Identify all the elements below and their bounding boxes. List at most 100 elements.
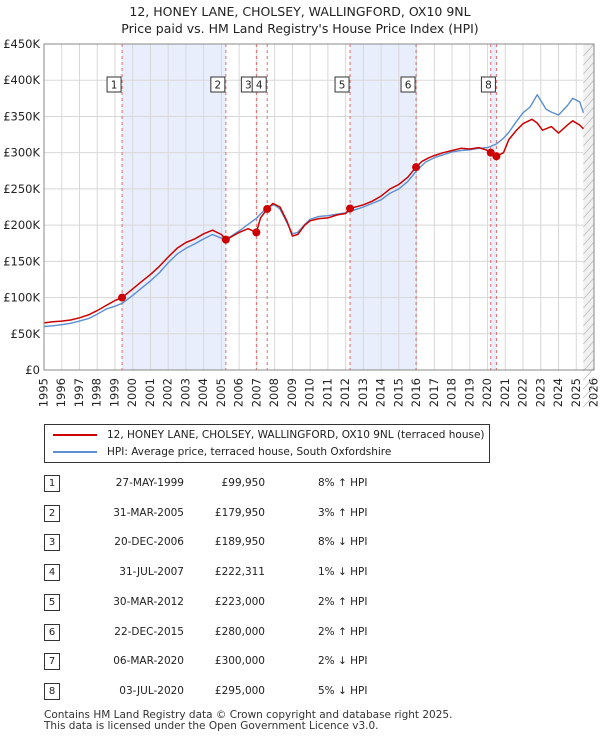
hatch-line [583,115,595,129]
transaction-hpi-diff: 2% ↑ HPI [318,595,368,608]
transaction-date: 22-DEC-2015 [114,625,184,638]
y-tick-label: £250K [3,182,40,196]
x-tick-label: 1998 [90,378,104,407]
y-tick-label: £200K [3,218,40,232]
hatch-line [583,268,595,282]
y-tick-label: £50K [11,327,41,341]
hatch-line [583,241,595,255]
transaction-price: £223,000 [214,595,265,608]
x-tick-label: 1996 [54,378,68,407]
sale-point-4 [263,204,272,213]
transaction-price: £280,000 [214,625,265,638]
marker-number: 1 [111,80,118,92]
hatch-line [583,349,595,363]
x-tick-label: 1997 [72,378,86,407]
sale-point-8 [492,152,501,161]
y-tick-label: £450K [3,37,40,51]
hatch-line [583,43,595,57]
transaction-hpi-diff: 1% ↓ HPI [318,566,368,579]
marker-number: 5 [339,80,346,92]
footer-copyright: Contains HM Land Registry data © Crown c… [44,709,453,721]
marker-box [106,76,122,93]
x-tick-label: 2013 [356,378,370,407]
plot-border [43,43,595,371]
marker-number: 6 [405,80,412,92]
marker-box [400,76,416,93]
marker-box [480,76,496,93]
marker-box [334,76,350,93]
hatch-line [583,250,595,264]
hatch-line [583,322,595,336]
hatch-line [583,277,595,291]
hatch-line [583,178,595,192]
x-tick-label: 2011 [320,378,334,407]
hatch-line [583,340,595,354]
y-tick-label: £0 [25,363,40,377]
x-tick-label: 2001 [143,378,157,407]
transaction-date: 31-JUL-2007 [119,566,184,579]
chart-legend: 12, HONEY LANE, CHOLSEY, WALLINGFORD, OX… [44,424,490,463]
y-tick-label: £100K [3,291,40,305]
x-tick-label: 2024 [551,378,565,407]
marker-number: 4 [256,80,263,92]
y-tick-label: £300K [3,146,40,160]
transaction-hpi-diff: 5% ↓ HPI [318,684,368,697]
legend-item-price: 12, HONEY LANE, CHOLSEY, WALLINGFORD, OX… [53,428,485,442]
x-tick-label: 1999 [107,378,121,407]
transaction-hpi-diff: 8% ↓ HPI [318,536,368,549]
transaction-number: 1 [44,475,60,492]
shaded-period [491,44,497,370]
table-row: 5 30-MAR-2012 £223,000 2% ↑ HPI [0,593,600,614]
hatch-line [583,70,595,84]
table-row: 1 27-MAY-1999 £99,950 8% ↑ HPI [0,475,600,495]
transaction-date: 30-MAR-2012 [113,595,184,608]
footer-licence: This data is licensed under the Open Gov… [44,720,379,732]
hatch-line [583,160,595,174]
transaction-date: 27-MAY-1999 [115,477,184,489]
marker-number: 3 [245,80,252,92]
marker-label-8: 8 [480,76,496,93]
marker-label-4: 4 [251,76,267,93]
hatch-line [583,223,595,237]
marker-box [210,76,226,93]
shaded-period [350,44,417,370]
table-row: 4 31-JUL-2007 £222,311 1% ↓ HPI [0,564,600,584]
transaction-number: 3 [44,534,60,552]
y-tick-label: £150K [3,254,40,268]
hatch-line [583,232,595,246]
transaction-number: 4 [44,564,60,582]
hatch-line [583,358,595,372]
y-tick-label: £400K [3,73,40,87]
x-tick-label: 2025 [569,378,583,407]
x-tick-label: 2003 [178,378,192,407]
table-row: 3 20-DEC-2006 £189,950 8% ↓ HPI [0,534,600,554]
table-row: 6 22-DEC-2015 £280,000 2% ↑ HPI [0,623,600,644]
legend-label-price: 12, HONEY LANE, CHOLSEY, WALLINGFORD, OX… [107,429,485,441]
x-tick-label: 2015 [391,378,405,407]
future-region [583,44,594,370]
hatch-line [583,61,595,75]
hatch-line [583,187,595,201]
x-tick-label: 2004 [196,378,210,407]
transaction-price: £189,950 [214,536,265,549]
x-tick-label: 2008 [267,378,281,407]
marker-label-6: 6 [400,76,416,93]
footer: Contains HM Land Registry data © Crown c… [44,710,452,732]
transaction-number: 2 [44,504,60,522]
x-tick-label: 2000 [125,378,139,407]
hatch-line [583,295,595,309]
transaction-number: 8 [44,682,60,700]
shaded-period [122,44,226,370]
hatch-line [583,331,595,345]
hatch-line [583,304,595,318]
transaction-hpi-diff: 8% ↑ HPI [318,477,368,489]
hatch-line [583,214,595,228]
transaction-number: 6 [44,623,60,641]
chart-title: 12, HONEY LANE, CHOLSEY, WALLINGFORD, OX… [129,4,471,19]
price-chart: £0 £50K £100K £150K £200K £250K £300K £350K £400… [3,37,600,407]
marker-box [251,76,267,93]
transaction-number: 5 [44,593,60,611]
hatch-line [583,169,595,183]
hatch-line [583,286,595,300]
legend-swatch-price [53,434,97,436]
